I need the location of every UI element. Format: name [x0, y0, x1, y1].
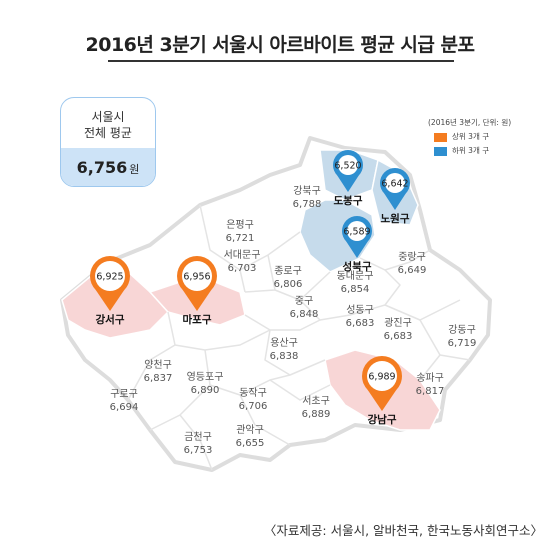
- legend-swatch-bottom3: [434, 146, 447, 156]
- district-wage: 6,788: [293, 199, 322, 210]
- district-name: 구로구: [110, 389, 138, 400]
- legend-item-top3: 상위 3개 구: [434, 131, 489, 142]
- map-pin-icon: [380, 168, 410, 210]
- district-name: 동작구: [239, 387, 267, 399]
- average-label-line1: 서울시: [91, 110, 125, 124]
- district-wage: 6,848: [290, 309, 319, 320]
- average-value: 6,756 원: [61, 158, 155, 177]
- district-name: 영등포구: [187, 371, 224, 383]
- pin-top: 6,956 마포구: [177, 256, 217, 326]
- district-name: 중구: [295, 295, 313, 307]
- district-wage: 6,854: [341, 284, 370, 295]
- district-name: 종로구: [274, 265, 302, 277]
- pin-bottom: 6,589 성북구: [342, 216, 372, 273]
- map-pin-icon: [333, 150, 363, 192]
- district-name: 관악구: [236, 424, 264, 436]
- average-value-number: 6,756: [76, 158, 128, 177]
- district-name: 서대문구: [224, 249, 261, 261]
- district-labels: 강북구 6,788 은평구 6,721 서대문구 6,703 종로구 6,806 동대문구 6,8…: [110, 185, 477, 456]
- map-pin-icon: [342, 216, 372, 258]
- pin-district-name: 성북구: [343, 260, 372, 273]
- page-title: 2016년 3분기 서울시 아르바이트 평균 시급 분포: [85, 34, 475, 56]
- district-name: 서초구: [302, 395, 330, 407]
- pin-wage: 6,956: [183, 272, 210, 283]
- district-wage: 6,655: [236, 438, 265, 449]
- pin-district-name: 마포구: [183, 313, 212, 326]
- district-wage: 6,706: [239, 401, 268, 412]
- district-name: 양천구: [144, 359, 172, 371]
- district-name: 송파구: [416, 372, 444, 384]
- source-credit: 〈자료제공: 서울시, 알바천국, 한국노동사회연구소〉: [263, 523, 543, 538]
- pin-wage: 6,925: [96, 272, 123, 283]
- district-name: 광진구: [384, 317, 412, 329]
- district-name: 강북구: [293, 185, 321, 197]
- pin-top: 6,925 강서구: [90, 256, 130, 326]
- average-label-line2: 전체 평균: [84, 126, 132, 140]
- pin-district-name: 도봉구: [334, 195, 363, 207]
- district-borders: [127, 204, 471, 471]
- district-wage: 6,703: [228, 263, 257, 274]
- district-name: 중랑구: [398, 251, 426, 263]
- seoul-average-box: 서울시 전체 평균 6,756 원: [60, 97, 156, 187]
- legend-note: (2016년 3분기, 단위: 원): [428, 118, 512, 127]
- pin-top: 6,989 강남구: [362, 356, 402, 426]
- district-wage: 6,838: [270, 351, 299, 362]
- average-value-unit: 원: [129, 163, 140, 176]
- district-wage: 6,649: [398, 265, 427, 276]
- average-value-panel: [61, 148, 155, 186]
- pin-wage: 6,989: [368, 372, 395, 383]
- district-wage: 6,817: [416, 386, 445, 397]
- pin-bottom: 6,642 노원구: [380, 168, 410, 225]
- pin-wage: 6,520: [334, 161, 361, 172]
- district-wage: 6,719: [448, 338, 477, 349]
- district-name: 은평구: [226, 219, 254, 231]
- title-underline: [108, 60, 454, 62]
- district-wage: 6,806: [274, 279, 303, 290]
- district-wage: 6,753: [184, 445, 213, 456]
- district-wage: 6,837: [144, 373, 173, 384]
- district-name: 강동구: [448, 324, 476, 336]
- legend-label-top3: 상위 3개 구: [452, 132, 490, 141]
- district-pins: 6,925 강서구 6,956 마포구 6,989 강남구 6,520 도봉구 6,642 노원구…: [90, 150, 410, 426]
- legend-item-bottom3: 하위 3개 구: [434, 145, 489, 156]
- district-name: 성동구: [346, 304, 374, 316]
- district-name: 용산구: [270, 337, 298, 349]
- district-wage: 6,721: [226, 233, 255, 244]
- pin-bottom: 6,520 도봉구: [333, 150, 363, 207]
- pin-district-name: 강서구: [96, 313, 125, 326]
- map-pin-icon: [90, 256, 130, 311]
- pin-wage: 6,589: [343, 227, 370, 238]
- legend-swatch-top3: [434, 132, 447, 142]
- district-wage: 6,694: [110, 402, 139, 413]
- district-name: 동대문구: [337, 270, 374, 282]
- district-wage: 6,889: [302, 409, 331, 420]
- district-name: 금천구: [184, 431, 212, 443]
- pin-district-name: 강남구: [368, 413, 397, 426]
- district-wage: 6,890: [191, 385, 220, 396]
- map-pin-icon: [362, 356, 402, 411]
- pin-district-name: 노원구: [381, 212, 410, 225]
- map-pin-icon: [177, 256, 217, 311]
- pin-wage: 6,642: [381, 179, 408, 190]
- district-wage: 6,683: [384, 331, 413, 342]
- district-wage: 6,683: [346, 318, 375, 329]
- legend-label-bottom3: 하위 3개 구: [452, 146, 490, 155]
